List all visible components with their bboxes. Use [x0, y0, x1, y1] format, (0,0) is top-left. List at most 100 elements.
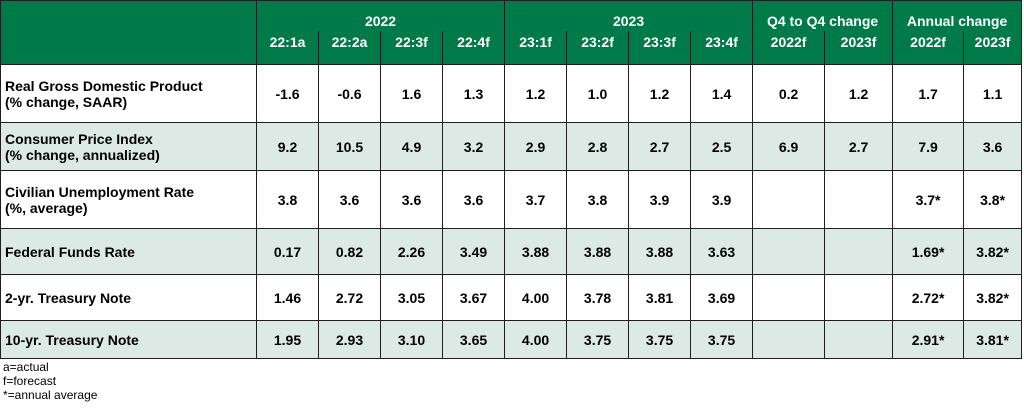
table-cell: 0.2 [752, 64, 826, 123]
table-cell: 3.82* [963, 228, 1023, 275]
table-body: Real Gross Domestic Product (% change, SA… [0, 64, 1023, 359]
table-cell: 2.72* [892, 274, 965, 321]
table-cell: 3.10 [380, 320, 443, 359]
table-cell: 2.93 [318, 320, 381, 359]
table-cell: 3.75 [690, 320, 754, 359]
table-row: Real Gross Domestic Product (% change, SA… [0, 64, 1023, 123]
column-header: 22:2a [318, 31, 381, 65]
table-cell: 9.2 [256, 122, 319, 171]
table-cell: 3.82* [963, 274, 1023, 321]
row-label-line1: 10-yr. Treasury Note [5, 331, 139, 348]
table-cell [752, 228, 826, 275]
table-cell: 3.8 [256, 170, 319, 229]
table-cell: 3.05 [380, 274, 443, 321]
table-cell: 3.6 [380, 170, 443, 229]
table-row: 2-yr. Treasury Note 1.46 2.72 3.05 3.67 4.00 3… [0, 274, 1023, 321]
table-cell: 1.95 [256, 320, 319, 359]
table-cell: 4.00 [504, 274, 568, 321]
column-header: 23:2f [566, 31, 630, 65]
table-cell [824, 228, 894, 275]
table-cell: 3.9 [690, 170, 754, 229]
group-header-2022: 2022 [255, 0, 506, 31]
table-cell: -1.6 [256, 64, 319, 123]
table-cell: 3.7* [892, 170, 965, 229]
footnote-actual: a=actual [3, 360, 49, 374]
forecast-table: 2022 2023 Q4 to Q4 change Annual change … [0, 0, 1023, 359]
table-cell: 1.2 [504, 64, 568, 123]
table-row: 10-yr. Treasury Note 1.95 2.93 3.10 3.65 4.00… [0, 320, 1023, 359]
footnote-annual-average: *=annual average [3, 388, 98, 402]
row-label-line1: 2-yr. Treasury Note [5, 289, 132, 306]
table-cell: 3.69 [690, 274, 754, 321]
table-cell: 3.88 [504, 228, 568, 275]
table-cell: 3.6 [963, 122, 1023, 171]
table-cell: 1.1 [963, 64, 1023, 123]
table-cell: 3.6 [441, 170, 506, 229]
row-label: 2-yr. Treasury Note [0, 274, 257, 321]
table-cell: 1.3 [441, 64, 506, 123]
table-cell: 3.88 [566, 228, 630, 275]
table-row: Federal Funds Rate 0.17 0.82 2.26 3.49 3.88 3.… [0, 228, 1023, 275]
footnotes: a=actual f=forecast *=annual average [0, 360, 1024, 402]
row-label: Real Gross Domestic Product (% change, SA… [0, 64, 257, 123]
table-cell: 3.8* [963, 170, 1023, 229]
group-header-2023: 2023 [504, 0, 754, 31]
row-label-line1: Federal Funds Rate [5, 243, 135, 260]
table-cell [824, 274, 894, 321]
header-corner [0, 0, 257, 65]
table-cell: 1.6 [380, 64, 443, 123]
table-cell: 2.7 [824, 122, 894, 171]
row-label-line1: Real Gross Domestic Product [5, 77, 203, 94]
group-header-q4-to-q4: Q4 to Q4 change [752, 0, 894, 31]
column-header: 22:4f [441, 31, 506, 65]
table-cell: 3.7 [504, 170, 568, 229]
column-header: 2023f [824, 31, 894, 65]
table-cell: -0.6 [318, 64, 381, 123]
table-cell: 3.6 [318, 170, 381, 229]
table-cell: 3.8 [566, 170, 630, 229]
table-cell [752, 170, 826, 229]
table-cell: 3.67 [441, 274, 506, 321]
column-header: 2022f [892, 31, 965, 65]
table-cell: 2.7 [628, 122, 692, 171]
row-label-line1: Consumer Price Index [5, 130, 153, 147]
table-cell [752, 320, 826, 359]
table-cell: 3.88 [628, 228, 692, 275]
table-cell: 1.4 [690, 64, 754, 123]
table-cell [752, 274, 826, 321]
column-header: 22:1a [256, 31, 319, 65]
column-header: 2022f [752, 31, 826, 65]
table-cell: 2.91* [892, 320, 965, 359]
table-cell: 2.5 [690, 122, 754, 171]
column-header: 23:4f [690, 31, 754, 65]
table-cell: 1.2 [824, 64, 894, 123]
table-cell: 4.9 [380, 122, 443, 171]
footnote-forecast: f=forecast [3, 374, 57, 388]
table-cell: 3.2 [441, 122, 506, 171]
table-cell: 1.7 [892, 64, 965, 123]
table-cell: 2.72 [318, 274, 381, 321]
header-column-row: 22:1a 22:2a 22:3f 22:4f 23:1f 23:2f 23:3… [1, 31, 1023, 65]
table-cell [824, 170, 894, 229]
row-label: Consumer Price Index (% change, annualize… [0, 122, 257, 171]
row-label: 10-yr. Treasury Note [0, 320, 257, 359]
column-header: 2023f [963, 31, 1023, 65]
table-cell: 2.26 [380, 228, 443, 275]
column-header: 22:3f [380, 31, 443, 65]
table-cell: 3.81* [963, 320, 1023, 359]
table-cell: 1.46 [256, 274, 319, 321]
table-row: Consumer Price Index (% change, annualize… [0, 122, 1023, 171]
table-cell: 0.17 [256, 228, 319, 275]
table-cell: 3.65 [441, 320, 506, 359]
table-cell: 3.63 [690, 228, 754, 275]
row-label-line1: Civilian Unemployment Rate [5, 183, 195, 200]
table-cell: 3.81 [628, 274, 692, 321]
table-cell: 4.00 [504, 320, 568, 359]
table-cell: 1.69* [892, 228, 965, 275]
table-cell: 3.49 [441, 228, 506, 275]
table-cell: 1.2 [628, 64, 692, 123]
column-header: 23:1f [504, 31, 568, 65]
table-cell: 3.75 [566, 320, 630, 359]
table-cell: 6.9 [752, 122, 826, 171]
header-group-row: 2022 2023 Q4 to Q4 change Annual change [0, 0, 1023, 65]
